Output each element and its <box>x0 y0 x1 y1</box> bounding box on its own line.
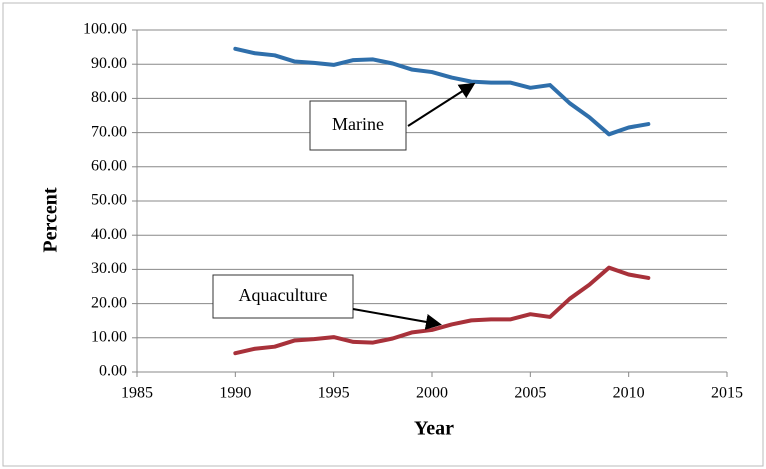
y-tick-label: 80.00 <box>91 89 127 106</box>
annotation-arrow <box>352 308 442 330</box>
x-tick-label: 2010 <box>613 385 645 402</box>
annotation-box <box>309 100 407 151</box>
y-tick-label: 70.00 <box>91 123 127 140</box>
y-axis-label: Percent <box>40 187 62 252</box>
annotation-arrow <box>407 82 476 127</box>
x-tick-label: 1985 <box>121 385 153 402</box>
y-tick-label: 50.00 <box>91 192 127 209</box>
annotation: Aquaculture <box>239 285 328 305</box>
y-tick-label: 10.00 <box>91 328 127 345</box>
y-tick-label: 60.00 <box>91 157 127 174</box>
annotation: Marine <box>332 114 384 134</box>
y-tick-label: 90.00 <box>91 55 127 72</box>
x-tick-label: 2015 <box>711 385 743 402</box>
y-tick-label: 0.00 <box>99 363 127 380</box>
annotation-box <box>212 274 354 319</box>
x-tick-label: 1990 <box>219 385 251 402</box>
x-axis-label: Year <box>414 418 454 440</box>
data-line <box>233 46 651 137</box>
x-tick-label: 2005 <box>514 385 546 402</box>
y-tick-label: 30.00 <box>91 260 127 277</box>
plot-area: 0.00 10.00 20.00 30.00 40.00 50.00 60.00 70.00 8… <box>83 21 743 402</box>
y-tick-label: 40.00 <box>91 226 127 243</box>
y-tick-label: 100.00 <box>83 21 127 38</box>
x-tick-label: 1995 <box>318 385 350 402</box>
y-tick-label: 20.00 <box>91 294 127 311</box>
x-tick-label: 2000 <box>416 385 448 402</box>
